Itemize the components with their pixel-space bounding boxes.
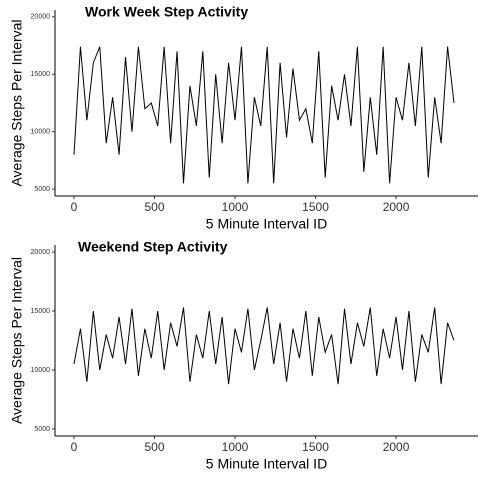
x-tick-label: 0 — [71, 440, 78, 454]
x-tick-label: 2000 — [383, 440, 410, 454]
y-tick-label: 15000 — [31, 308, 51, 315]
x-tick-label: 1500 — [302, 440, 329, 454]
y-tick-label: 5000 — [34, 186, 50, 193]
data-line — [73, 307, 455, 385]
chart-title: Work Week Step Activity — [85, 4, 248, 20]
y-tick-label: 10000 — [31, 367, 51, 374]
x-tick-label: 500 — [144, 440, 164, 454]
y-tick-label: 10000 — [31, 129, 51, 136]
x-tick-label: 2000 — [383, 200, 410, 214]
x-tick-label: 500 — [144, 200, 164, 214]
y-tick-label: 20000 — [31, 249, 51, 256]
y-tick-label: 5000 — [34, 426, 50, 433]
x-tick-label: 1000 — [222, 200, 249, 214]
y-axis-label: Average Steps Per Interval — [9, 257, 25, 424]
x-tick-label: 1500 — [302, 200, 329, 214]
y-tick-label: 20000 — [31, 14, 51, 21]
x-tick-label: 1000 — [222, 440, 249, 454]
x-axis-label: 5 Minute Interval ID — [206, 216, 327, 232]
y-tick-label: 15000 — [31, 71, 51, 78]
x-tick-label: 0 — [71, 200, 78, 214]
chart-title: Weekend Step Activity — [78, 239, 228, 255]
data-line — [73, 46, 455, 184]
y-axis-label: Average Steps Per Interval — [9, 19, 25, 186]
x-axis-label: 5 Minute Interval ID — [206, 456, 327, 472]
